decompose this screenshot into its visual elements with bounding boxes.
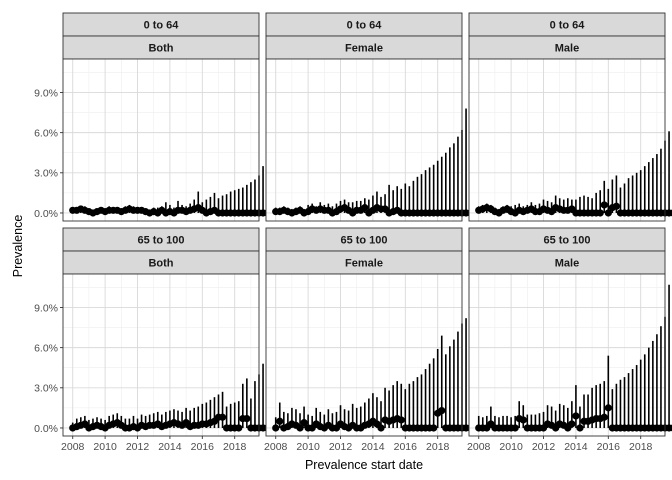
y-tick-label: 6.0% [34, 127, 58, 139]
strip-age-label: 65 to 100 [137, 235, 184, 247]
x-tick-label: 2016 [597, 441, 621, 453]
data-point [596, 209, 604, 217]
strip-age-label: 65 to 100 [543, 235, 590, 247]
data-point [397, 416, 405, 424]
data-point [669, 424, 672, 432]
y-tick-label: 0.0% [34, 423, 58, 435]
x-tick-label: 2012 [532, 441, 556, 453]
strip-age-label: 0 to 64 [347, 20, 383, 32]
x-axis-title: Prevalence start date [305, 458, 423, 472]
x-tick-label: 2014 [564, 441, 588, 453]
x-tick-label: 2012 [329, 441, 353, 453]
strip-sex-label: Female [345, 258, 383, 270]
strip-sex-label: Both [148, 43, 173, 55]
data-point [519, 416, 527, 424]
data-point [572, 412, 580, 420]
data-point [568, 420, 576, 428]
data-point [235, 424, 243, 432]
facet-panel: 0 to 64 Male [468, 12, 672, 222]
x-tick-label: 2018 [426, 441, 450, 453]
data-point [438, 406, 446, 415]
facet-panel: 0 to 64 Female [265, 12, 474, 222]
data-point [600, 201, 608, 209]
x-tick-label: 2008 [264, 441, 288, 453]
strip-sex-label: Male [555, 258, 579, 270]
panel-border [62, 273, 260, 437]
y-tick-label: 9.0% [34, 302, 58, 314]
data-point [604, 404, 612, 412]
facet-panel: 65 to 100 Male 2008 2010 2012 2014 2016 2018 [467, 227, 672, 453]
x-tick-label: 2010 [93, 441, 117, 453]
panel-border [468, 58, 666, 222]
data-point [218, 413, 227, 421]
panel-background [266, 59, 462, 221]
strip-sex-label: Male [555, 43, 579, 55]
x-tick-label: 2010 [296, 441, 320, 453]
data-point [377, 424, 385, 432]
panel-border [468, 273, 666, 437]
data-point [669, 209, 672, 217]
data-point [612, 202, 621, 210]
y-tick-label: 6.0% [34, 342, 58, 354]
panel-border [265, 58, 463, 222]
data-point [361, 204, 369, 212]
x-tick-label: 2008 [467, 441, 491, 453]
panel-background [469, 59, 665, 221]
y-axis-title: Prevalence [11, 215, 25, 278]
data-point [604, 209, 612, 217]
x-tick-label: 2014 [361, 441, 385, 453]
x-tick-label: 2018 [223, 441, 247, 453]
y-tick-label: 0.0% [34, 208, 58, 220]
x-tick-label: 2010 [499, 441, 523, 453]
strip-age-label: 0 to 64 [550, 20, 586, 32]
data-point [276, 417, 284, 425]
data-point [243, 414, 251, 423]
panel-border [62, 58, 260, 222]
strip-sex-label: Female [345, 43, 383, 55]
data-point [511, 424, 519, 432]
x-tick-label: 2018 [629, 441, 653, 453]
x-tick-label: 2016 [394, 441, 418, 453]
data-point [576, 424, 584, 432]
y-tick-label: 3.0% [34, 383, 58, 395]
x-tick-label: 2012 [126, 441, 150, 453]
panel-background [63, 274, 259, 436]
strip-age-label: 0 to 64 [144, 20, 180, 32]
strip-sex-label: Both [148, 258, 173, 270]
panel-background [63, 59, 259, 221]
facet-panel: 0 to 64 Both 0.0% 3.0% 6.0% 9.0% [34, 12, 271, 222]
x-tick-label: 2014 [158, 441, 182, 453]
facet-panel: 65 to 100 Female 2008 2010 2012 2014 2016 2018 [264, 227, 474, 453]
data-point [430, 424, 438, 432]
facet-panel: 65 to 100 Both 0.0% 3.0% 6.0% 9.0% 2008 2010 201… [34, 227, 271, 453]
data-point [296, 424, 304, 432]
strip-age-label: 65 to 100 [340, 235, 387, 247]
y-tick-label: 3.0% [34, 168, 58, 180]
data-point [300, 419, 308, 427]
data-point [600, 413, 608, 421]
y-tick-label: 9.0% [34, 87, 58, 99]
x-tick-label: 2008 [61, 441, 85, 453]
x-tick-label: 2016 [191, 441, 215, 453]
panel-background [469, 274, 665, 436]
data-point [272, 424, 280, 432]
panel-border [265, 273, 463, 437]
facet-panels: 0 to 64 Both 0.0% 3.0% 6.0% 9.0% 0 to 64 Female… [34, 12, 672, 453]
